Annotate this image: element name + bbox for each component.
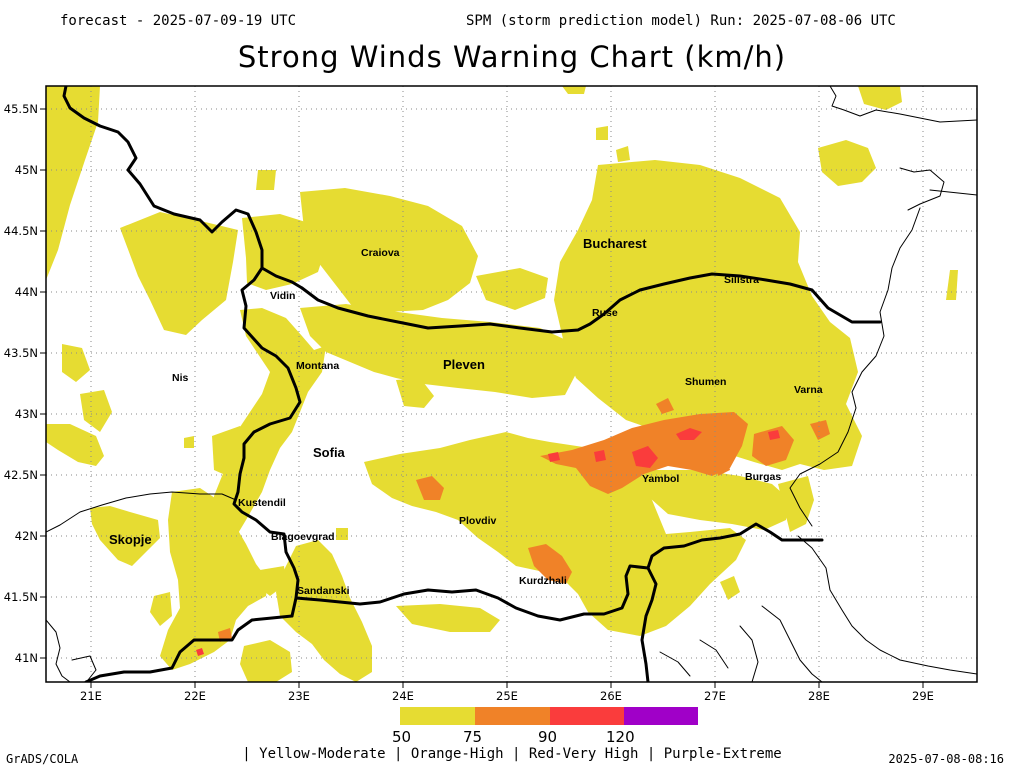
lat-label: 41.5N	[4, 590, 38, 604]
city-label-skopje: Skopje	[109, 532, 152, 547]
city-label-sandanski: Sandanski	[297, 585, 350, 597]
legend-swatch-orange	[475, 707, 550, 725]
city-label-montana: Montana	[296, 360, 339, 372]
city-labels: Bucharest Craiova Silistra Vidin Ruse Pl…	[109, 236, 823, 597]
lon-label: 22E	[184, 689, 206, 703]
city-label-yambol: Yambol	[642, 473, 679, 485]
gridlines	[46, 86, 977, 682]
city-label-craiova: Craiova	[361, 247, 400, 259]
lat-label: 45N	[15, 163, 38, 177]
lat-label: 45.5N	[4, 102, 38, 116]
legend-level-75: 75	[463, 728, 483, 746]
legend-level-120: 120	[606, 728, 635, 746]
lon-label: 28E	[808, 689, 830, 703]
model-run: SPM (storm prediction model) Run: 2025-0…	[466, 13, 896, 29]
software-credit: GrADS/COLA	[6, 752, 79, 766]
country-borders	[62, 86, 882, 682]
axis-ticks	[40, 108, 924, 688]
lon-label: 23E	[288, 689, 310, 703]
city-label-varna: Varna	[794, 384, 823, 396]
thin-borders	[46, 86, 977, 682]
longitude-labels: 21E 22E 23E 24E 25E 26E 27E 28E 29E	[80, 689, 934, 703]
lon-label: 25E	[496, 689, 518, 703]
legend-swatch-red	[550, 707, 624, 725]
lat-label: 42.5N	[4, 468, 38, 482]
legend-caption: | Yellow-Moderate | Orange-High | Red-Ve…	[242, 746, 782, 762]
plot-frame	[45, 85, 978, 683]
city-label-kustendil: Kustendil	[238, 497, 286, 509]
city-label-silistra: Silistra	[724, 274, 759, 286]
city-label-kurdzhali: Kurdzhali	[519, 575, 567, 587]
city-label-shumen: Shumen	[685, 376, 726, 388]
city-label-vidin: Vidin	[270, 290, 295, 302]
very-high-wind-areas	[196, 428, 780, 656]
chart-title: Strong Winds Warning Chart (km/h)	[237, 40, 787, 74]
lon-label: 27E	[704, 689, 726, 703]
lon-label: 21E	[80, 689, 102, 703]
lat-label: 41N	[15, 651, 38, 665]
lat-label: 43.5N	[4, 346, 38, 360]
city-label-plovdiv: Plovdiv	[459, 515, 497, 527]
legend-swatch-yellow	[400, 707, 475, 725]
legend-level-50: 50	[392, 728, 412, 746]
latitude-labels: 45.5N 45N 44.5N 44N 43.5N 43N 42.5N 42N …	[4, 102, 38, 665]
forecast-time: forecast - 2025-07-09-19 UTC	[60, 13, 297, 29]
generated-timestamp: 2025-07-08-08:16	[888, 752, 1004, 766]
legend-color-bar	[400, 707, 698, 725]
city-label-pleven: Pleven	[443, 357, 485, 372]
lon-label: 26E	[600, 689, 622, 703]
city-label-ruse: Ruse	[592, 307, 618, 319]
city-label-sofia: Sofia	[313, 445, 346, 460]
lat-label: 42N	[15, 529, 38, 543]
lat-label: 44N	[15, 285, 38, 299]
lon-label: 24E	[392, 689, 414, 703]
city-label-burgas: Burgas	[745, 471, 781, 483]
lat-label: 43N	[15, 407, 38, 421]
city-label-nis: Nis	[172, 372, 189, 384]
city-label-blagoevgrad: Blagoevgrad	[271, 531, 335, 543]
lat-label: 44.5N	[4, 224, 38, 238]
lon-label: 29E	[912, 689, 934, 703]
city-label-bucharest: Bucharest	[583, 236, 647, 251]
legend-level-90: 90	[538, 728, 558, 746]
legend-swatch-purple	[624, 707, 698, 725]
